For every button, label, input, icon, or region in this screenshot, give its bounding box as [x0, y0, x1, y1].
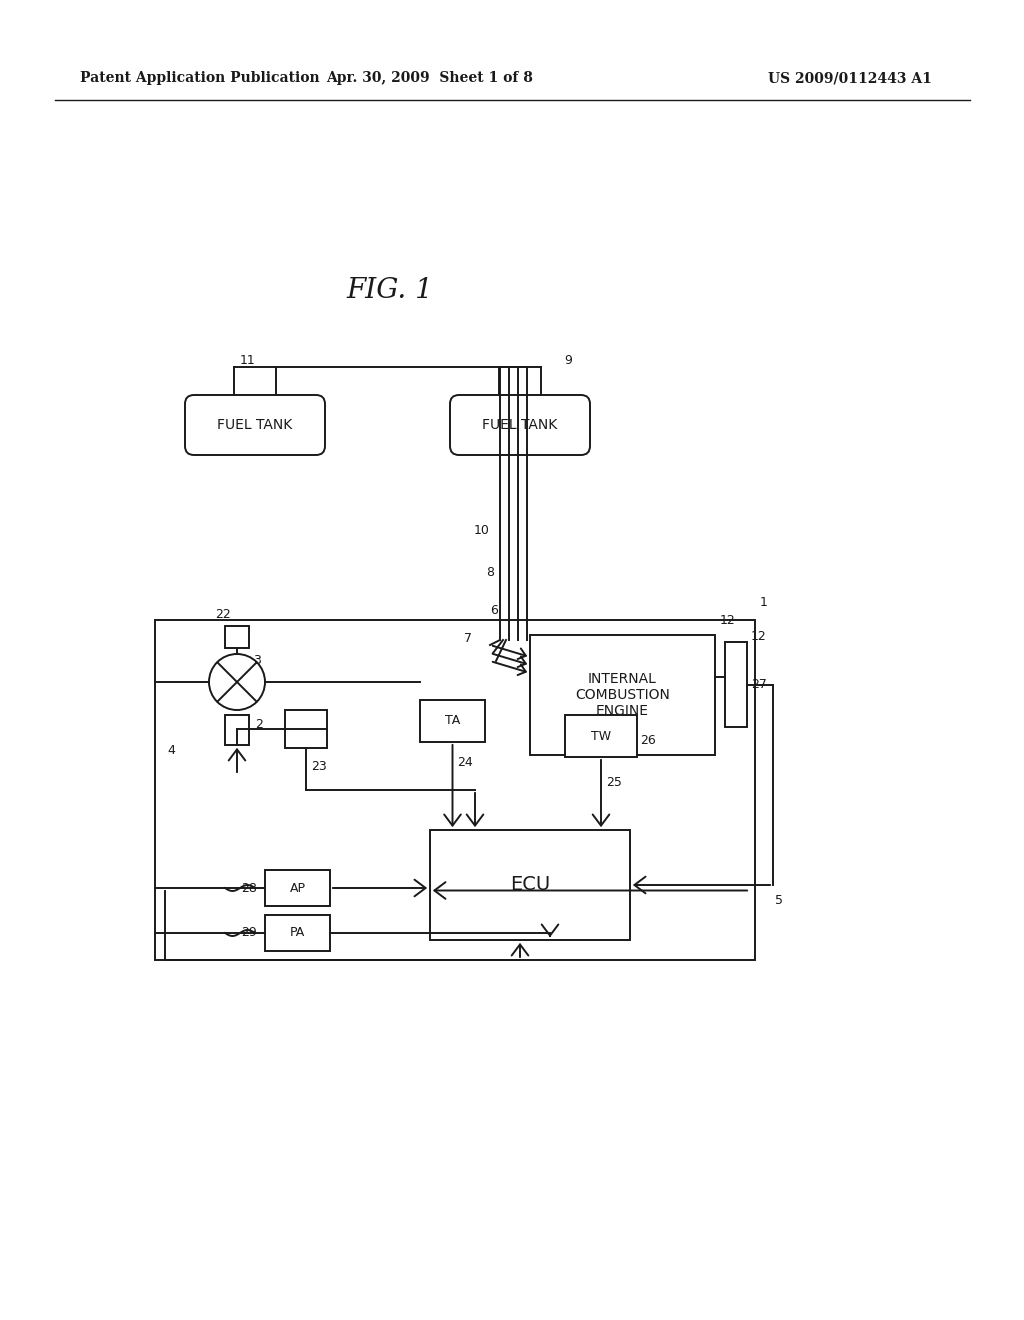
Text: 5: 5: [775, 894, 783, 907]
Text: FIG. 1: FIG. 1: [347, 276, 433, 304]
Text: 22: 22: [215, 607, 230, 620]
Text: TA: TA: [444, 714, 460, 727]
Bar: [225, 715, 249, 744]
Bar: [265, 915, 330, 950]
Text: 28: 28: [241, 882, 257, 895]
Text: 23: 23: [311, 759, 327, 772]
Text: TW: TW: [591, 730, 611, 742]
Bar: [530, 635, 715, 755]
Bar: [430, 830, 630, 940]
Text: 2: 2: [255, 718, 263, 731]
Text: 24: 24: [458, 755, 473, 768]
Text: 25: 25: [606, 776, 622, 788]
Text: INTERNAL
COMBUSTION
ENGINE: INTERNAL COMBUSTION ENGINE: [575, 672, 670, 718]
Text: 4: 4: [167, 743, 175, 756]
Bar: [155, 620, 755, 960]
Text: 12: 12: [751, 631, 767, 644]
Text: FUEL TANK: FUEL TANK: [482, 418, 558, 432]
Text: 11: 11: [240, 354, 256, 367]
Bar: [225, 626, 249, 648]
Text: 3: 3: [253, 653, 261, 667]
Bar: [725, 642, 746, 727]
Text: 6: 6: [490, 603, 498, 616]
Text: Apr. 30, 2009  Sheet 1 of 8: Apr. 30, 2009 Sheet 1 of 8: [327, 71, 534, 84]
FancyBboxPatch shape: [185, 395, 325, 455]
Text: AP: AP: [290, 882, 305, 895]
Text: 10: 10: [474, 524, 490, 536]
Text: 27: 27: [751, 678, 767, 690]
Bar: [265, 870, 330, 906]
Text: 7: 7: [464, 631, 472, 644]
Bar: [565, 715, 637, 756]
Bar: [285, 710, 327, 748]
Text: 9: 9: [564, 354, 572, 367]
Text: ECU: ECU: [510, 875, 550, 895]
Text: 1: 1: [760, 595, 768, 609]
Text: FUEL TANK: FUEL TANK: [217, 418, 293, 432]
Text: 8: 8: [486, 565, 494, 578]
Text: 12: 12: [720, 614, 736, 627]
FancyBboxPatch shape: [450, 395, 590, 455]
Text: US 2009/0112443 A1: US 2009/0112443 A1: [768, 71, 932, 84]
Bar: [420, 700, 485, 742]
Text: Patent Application Publication: Patent Application Publication: [80, 71, 319, 84]
Text: 29: 29: [242, 927, 257, 940]
Text: PA: PA: [290, 927, 305, 940]
Text: 26: 26: [640, 734, 655, 747]
